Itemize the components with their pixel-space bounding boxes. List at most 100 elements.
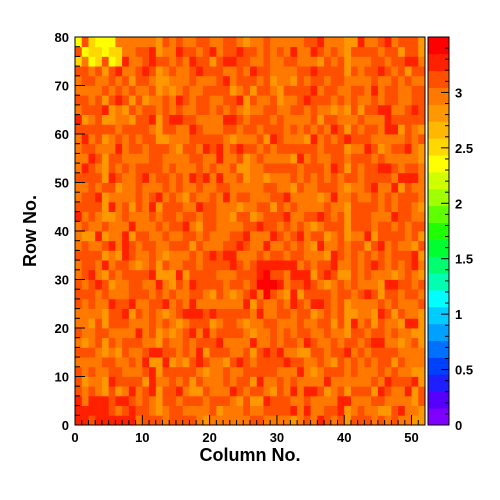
heatmap-cell [344, 308, 352, 319]
heatmap-cell [75, 318, 83, 329]
heatmap-cell [310, 376, 318, 387]
heatmap-cell [216, 250, 224, 261]
heatmap-cell [317, 221, 325, 232]
heatmap-cell [290, 201, 298, 212]
heatmap-cell [270, 357, 278, 368]
heatmap-cell [128, 172, 136, 183]
heatmap-cell [209, 56, 217, 67]
heatmap-cell [250, 56, 258, 67]
heatmap-cell [162, 405, 170, 416]
heatmap-cell [270, 46, 278, 57]
heatmap-cell [101, 415, 110, 426]
heatmap-cell [216, 318, 224, 329]
heatmap-cell [330, 172, 338, 183]
heatmap-cell [324, 192, 332, 203]
heatmap-cell [175, 211, 184, 222]
heatmap-cell [128, 37, 136, 48]
heatmap-cell [115, 95, 123, 106]
heatmap-cell [377, 143, 386, 154]
heatmap-cell [344, 163, 352, 174]
heatmap-cell [317, 405, 325, 416]
heatmap-cell [283, 172, 291, 183]
heatmap-cell [310, 269, 318, 280]
heatmap-cell [182, 124, 190, 135]
heatmap-cell [344, 201, 352, 212]
heatmap-cell [317, 415, 325, 426]
heatmap-cell [371, 269, 379, 280]
heatmap-cell [256, 37, 264, 48]
heatmap-cell [81, 172, 89, 183]
heatmap-cell [189, 328, 197, 339]
heatmap-cell [398, 75, 406, 86]
heatmap-cell [223, 211, 231, 222]
heatmap-cell [196, 415, 204, 426]
heatmap-cell [88, 395, 96, 406]
heatmap-cell [122, 386, 130, 397]
heatmap-cell [344, 269, 352, 280]
heatmap-cell [391, 289, 399, 300]
heatmap-cell [263, 201, 271, 212]
heatmap-cell [81, 318, 89, 329]
heatmap-cell [149, 298, 157, 309]
heatmap-cell [243, 114, 251, 125]
heatmap-cell [350, 75, 359, 86]
heatmap-cell [149, 289, 157, 300]
heatmap-cell [377, 182, 386, 193]
heatmap-cell [81, 240, 89, 251]
heatmap-cell [290, 172, 298, 183]
heatmap-cell [81, 376, 89, 387]
heatmap-cell [155, 395, 163, 406]
heatmap-cell [256, 172, 264, 183]
heatmap-cell [371, 124, 379, 135]
heatmap-cell [384, 182, 392, 193]
heatmap-cell [344, 347, 352, 358]
heatmap-cell [290, 75, 298, 86]
heatmap-cell [404, 395, 412, 406]
heatmap-cell [337, 85, 345, 96]
heatmap-cell [128, 46, 136, 57]
heatmap-cell [162, 357, 170, 368]
heatmap-cell [142, 250, 150, 261]
heatmap-cell [391, 279, 399, 290]
heatmap-cell [175, 269, 184, 280]
heatmap-cell [350, 114, 359, 125]
heatmap-cell [202, 46, 211, 57]
heatmap-cell [128, 124, 136, 135]
heatmap-cell [263, 95, 271, 106]
heatmap-cell [81, 250, 89, 261]
heatmap-cell [88, 289, 96, 300]
heatmap-cell [115, 201, 123, 212]
heatmap-cell [108, 308, 116, 319]
heatmap-cell [371, 182, 379, 193]
heatmap-cell [310, 85, 318, 96]
heatmap-cell [263, 85, 271, 96]
heatmap-cell [377, 260, 386, 271]
heatmap-cell [384, 134, 392, 145]
heatmap-cell [155, 405, 163, 416]
heatmap-cell [344, 85, 352, 96]
heatmap-cell [216, 279, 224, 290]
heatmap-cell [283, 269, 291, 280]
heatmap-cell [384, 318, 392, 329]
heatmap-cell [350, 347, 359, 358]
heatmap-cell [404, 172, 412, 183]
heatmap-cell [209, 46, 217, 57]
heatmap-cell [398, 211, 406, 222]
heatmap-cell [364, 95, 372, 106]
colorbar-segment [428, 37, 449, 55]
heatmap-cell [250, 211, 258, 222]
heatmap-cell [175, 163, 184, 174]
colorbar-segment [428, 222, 449, 240]
heatmap-cell [108, 250, 116, 261]
heatmap-cell [236, 201, 244, 212]
heatmap-cell [344, 337, 352, 348]
heatmap-cell [404, 318, 412, 329]
heatmap-cell [303, 298, 311, 309]
heatmap-cell [122, 279, 130, 290]
heatmap-cell [189, 357, 197, 368]
heatmap-cell [250, 240, 258, 251]
heatmap-cell [337, 163, 345, 174]
heatmap-cell [243, 85, 251, 96]
heatmap-cell [122, 366, 130, 377]
heatmap-cell [384, 37, 392, 48]
